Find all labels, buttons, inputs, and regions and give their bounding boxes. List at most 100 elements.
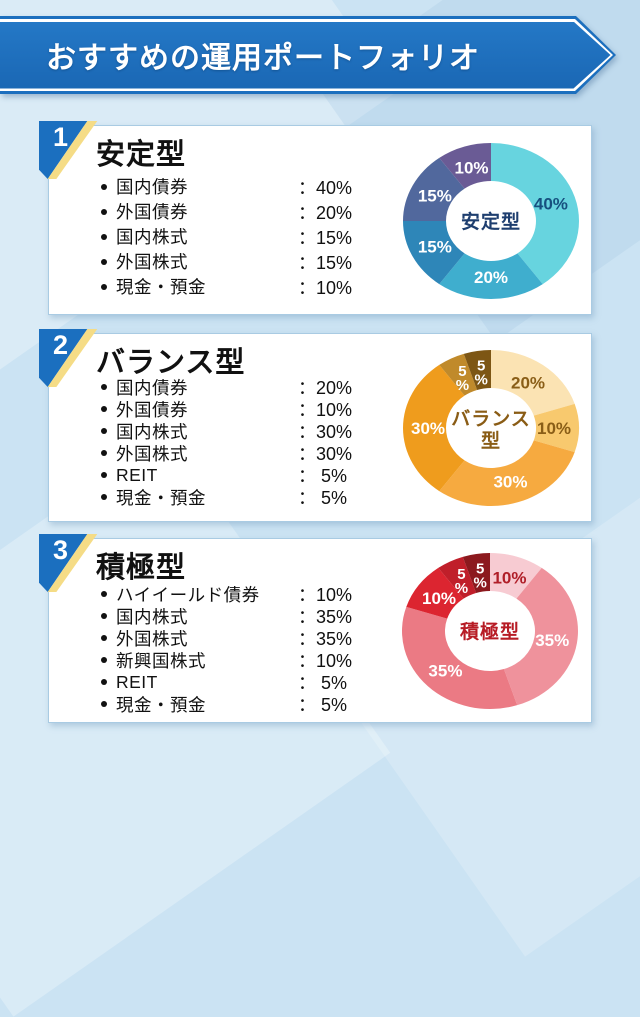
allocation-item: REIT ： 5% (101, 464, 352, 486)
bullet-icon (101, 613, 116, 619)
asset-value: ： 5% (298, 466, 348, 486)
asset-value: ：35% (298, 607, 353, 627)
portfolio-card-balanced: 2 バランス型 国内債券 ：20% 外国債券 ：10% 国内株式 ：30% 外国株式 ：30%… (39, 329, 592, 522)
allocation-item: 国内株式 ：30% (101, 420, 352, 442)
donut-center-label: バランス型 (451, 408, 531, 452)
donut-chart-aggressive: 10%35%35%10%5 %5 %積極型 (402, 553, 578, 709)
asset-label: REIT (116, 464, 158, 485)
number-badge: 1 (39, 121, 101, 179)
allocation-item: REIT ： 5% (101, 671, 352, 693)
bullet-icon (101, 472, 116, 478)
slice-label: 5% (455, 566, 468, 597)
donut-slice (439, 353, 478, 396)
slice-label: 10% (422, 589, 456, 608)
allocation-item: 外国債券 ：20% (101, 199, 352, 224)
slice-label: 10% (492, 569, 526, 588)
allocation-item: 国内債券 ：40% (101, 174, 352, 199)
slice-label: 10% (537, 419, 571, 438)
bullet-icon (101, 406, 116, 412)
asset-value: ：40% (298, 177, 353, 198)
allocation-item: 国内債券 ：20% (101, 376, 352, 398)
asset-value: ：15% (298, 252, 353, 273)
slice-label: 35% (428, 662, 462, 681)
allocation-item: 国内株式 ：15% (101, 224, 352, 249)
badge-number: 2 (53, 330, 69, 360)
asset-value: ：15% (298, 227, 353, 248)
slice-label: 20% (474, 268, 508, 287)
bullet-icon (101, 679, 116, 685)
badge-number: 3 (53, 535, 69, 565)
slice-label: 5% (456, 363, 469, 394)
asset-label: REIT (116, 671, 158, 692)
donut-slice (406, 567, 464, 619)
asset-value: ：35% (298, 629, 353, 649)
allocation-item: 現金・預金 ：10% (101, 274, 352, 299)
allocation-item: 現金・預金 ： 5% (101, 486, 352, 508)
badge-number: 1 (53, 122, 69, 152)
slice-label: 20% (511, 374, 545, 393)
portfolio-card-aggressive: 3 積極型 ハイイールド債券 ：10% 国内株式 ：35% 外国株式 ：35% 新興国株式 ：… (39, 534, 592, 723)
asset-label: 国内債券 (116, 177, 188, 197)
banner-body (0, 22, 611, 89)
donut-slice (438, 556, 477, 599)
donut-slice (403, 364, 465, 492)
asset-value: ：20% (298, 202, 353, 223)
donut-slice (463, 350, 491, 390)
card-title: バランス型 (96, 347, 246, 379)
donut-chart-stable: 40%20%15%15%10%安定型 (403, 143, 579, 299)
page-title: おすすめの運用ポートフォリオ (46, 42, 480, 75)
bullet-icon (101, 384, 116, 390)
donut-slice (491, 350, 575, 416)
header-banner: おすすめの運用ポートフォリオ (0, 16, 616, 94)
number-badge: 2 (39, 329, 101, 387)
asset-label: 外国株式 (116, 252, 188, 272)
asset-value: ：30% (298, 422, 353, 442)
asset-label: 国内株式 (116, 606, 188, 627)
bullet-icon (101, 208, 116, 215)
donut-slice (439, 440, 575, 506)
donut-slice (490, 553, 542, 599)
donut-center-label: 積極型 (460, 620, 520, 643)
bullet-icon (101, 635, 116, 641)
donut-slice (403, 157, 465, 221)
bullet-icon (101, 283, 116, 290)
bullet-icon (101, 258, 116, 265)
allocation-item: 外国債券 ：10% (101, 398, 352, 420)
asset-label: 外国株式 (116, 443, 188, 464)
card-title: 安定型 (96, 139, 187, 171)
asset-label: 現金・預金 (116, 487, 206, 508)
donut-center-label: 安定型 (461, 210, 521, 233)
donut-slice (403, 221, 465, 285)
asset-value: ：10% (298, 651, 353, 671)
number-badge: 3 (39, 534, 101, 592)
asset-value: ： 5% (298, 488, 348, 508)
bullet-icon (101, 494, 116, 500)
donut-slice (439, 253, 543, 299)
asset-label: 外国債券 (116, 202, 188, 222)
bullet-icon (101, 701, 116, 707)
asset-label: 現金・預金 (116, 277, 206, 297)
donut-chart-balanced: 20% 10% 30% 30% 5 %5 % バランス型 (403, 350, 579, 506)
allocation-item: 外国株式 ：35% (101, 627, 352, 649)
bullet-icon (101, 233, 116, 240)
donut-slice (439, 143, 491, 189)
asset-value: ：20% (298, 378, 353, 398)
allocation-item: ハイイールド債券 ：10% (101, 583, 352, 605)
allocation-item: 外国株式 ：30% (101, 442, 352, 464)
asset-value: ：10% (298, 277, 353, 298)
donut-slice (491, 143, 579, 285)
donut-slice (462, 553, 490, 593)
asset-label: 国内株式 (116, 421, 188, 442)
slice-label: 10% (455, 159, 489, 178)
slice-label: 5% (474, 358, 487, 389)
donut-slice (533, 403, 579, 453)
slice-label: 30% (411, 419, 445, 438)
slice-label: 40% (534, 195, 568, 214)
allocation-list: 国内債券 ：40% 外国債券 ：20% 国内株式 ：15% 外国株式 ：15% 現金・預金 ：10… (101, 174, 352, 299)
portfolio-card-stable: 1 安定型 国内債券 ：40% 外国債券 ：20% 国内株式 ：15% 外国株式 ：15% 現金… (39, 121, 592, 315)
allocation-item: 新興国株式 ：10% (101, 649, 352, 671)
asset-label: 国内債券 (116, 377, 188, 398)
slice-label: 15% (418, 187, 452, 206)
asset-label: 新興国株式 (116, 650, 206, 671)
